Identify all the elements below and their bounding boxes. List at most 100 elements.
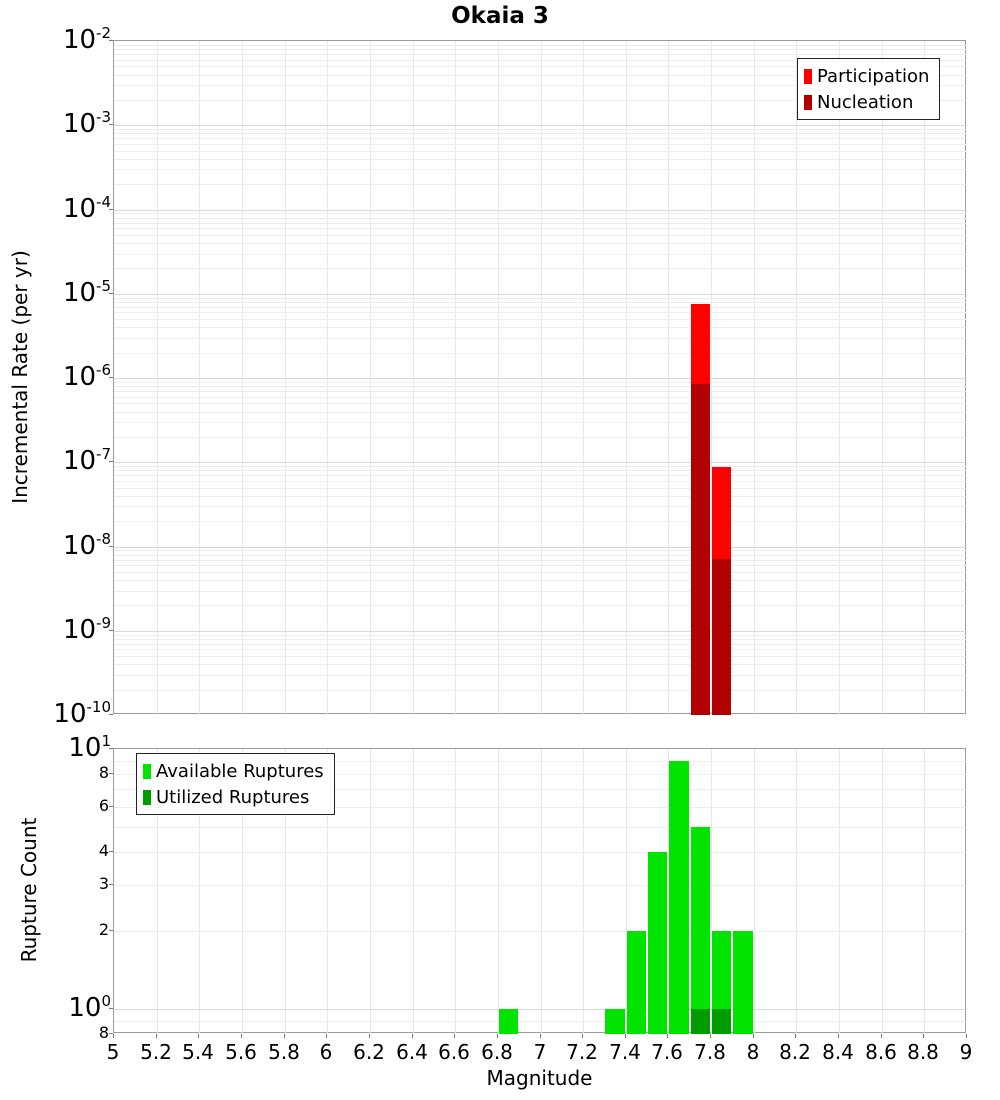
y-tick-label: 10-3	[62, 108, 111, 139]
gridline-decade	[114, 547, 967, 548]
x-tick-label: 6.2	[353, 1040, 385, 1064]
x-tick-mark	[710, 1034, 711, 1038]
gridline-minor	[114, 338, 967, 339]
gridline-decade	[114, 294, 967, 295]
y-tick-mark	[109, 1033, 113, 1034]
participation-swatch-icon	[804, 68, 812, 84]
gridline-decade	[114, 462, 967, 463]
gridline-minor	[114, 353, 967, 354]
gridline-minor	[114, 307, 967, 308]
y-tick-label: 10-8	[62, 530, 111, 561]
gridline-minor	[114, 169, 967, 170]
legend-label-participation: Participation	[817, 65, 930, 87]
y-tick-label: 10-4	[62, 193, 111, 224]
gridline-minor	[114, 129, 967, 130]
y-tick-label: 8	[98, 1023, 109, 1042]
x-tick-mark	[923, 1034, 924, 1038]
gridline-minor	[114, 1021, 967, 1022]
gridline-minor	[114, 591, 967, 592]
y-tick-mark	[109, 40, 113, 41]
gridline-minor	[114, 885, 967, 886]
gridline-minor	[114, 555, 967, 556]
x-tick-mark	[795, 1034, 796, 1038]
gridline-minor	[114, 45, 967, 46]
legend-label-utilized-ruptures: Utilized Ruptures	[156, 786, 310, 808]
x-tick-mark	[966, 1034, 967, 1038]
gridline-decade	[114, 378, 967, 379]
rate-plot-area	[113, 40, 967, 715]
x-tick-mark	[753, 1034, 754, 1038]
gridline-minor	[114, 550, 967, 551]
x-tick-mark	[284, 1034, 285, 1038]
gridline-vertical	[668, 749, 669, 1034]
gridline-minor	[114, 298, 967, 299]
gridline-vertical	[455, 749, 456, 1034]
gridline-vertical	[327, 749, 328, 1034]
gridline-vertical	[199, 749, 200, 1034]
gridline-minor	[114, 807, 967, 808]
x-tick-label: 7.4	[609, 1040, 641, 1064]
x-tick-mark	[881, 1034, 882, 1038]
gridline-minor	[114, 422, 967, 423]
gridline-vertical	[498, 749, 499, 1034]
x-tick-mark	[241, 1034, 242, 1038]
gridline-decade	[114, 125, 967, 126]
legend-item-nucleation: Nucleation	[804, 89, 929, 115]
x-tick-mark	[582, 1034, 583, 1038]
x-tick-label: 6.8	[481, 1040, 513, 1064]
x-tick-label: 9	[959, 1040, 973, 1064]
y-tick-label: 10-9	[62, 614, 111, 645]
y-tick-mark	[109, 714, 113, 715]
y-tick-label: 10-7	[62, 445, 111, 476]
y-tick-mark	[109, 293, 113, 294]
gridline-minor	[114, 470, 967, 471]
y-tick-mark	[109, 124, 113, 125]
gridline-vertical	[285, 749, 286, 1034]
gridline-vertical	[626, 749, 627, 1034]
gridline-minor	[114, 639, 967, 640]
gridline-minor	[114, 565, 967, 566]
y-tick-label: 8	[98, 763, 109, 782]
gridline-minor	[114, 690, 967, 691]
x-tick-label: 5.8	[268, 1040, 300, 1064]
gridline-minor	[114, 397, 967, 398]
legend-item-available-ruptures: Available Ruptures	[143, 758, 324, 784]
gridline-vertical	[924, 749, 925, 1034]
y-tick-label: 10-5	[62, 277, 111, 308]
rate-legend: Participation Nucleation	[797, 58, 941, 120]
y-tick-label: 10-10	[53, 698, 111, 729]
x-tick-mark	[412, 1034, 413, 1038]
x-tick-label: 7.6	[651, 1040, 683, 1064]
gridline-vertical	[242, 749, 243, 1034]
legend-item-utilized-ruptures: Utilized Ruptures	[143, 784, 324, 810]
x-tick-label: 5.2	[140, 1040, 172, 1064]
x-tick-label: 6	[319, 1040, 333, 1064]
gridline-minor	[114, 302, 967, 303]
gridline-minor	[114, 75, 967, 76]
gridline-minor	[114, 635, 967, 636]
y-tick-label: 100	[68, 992, 111, 1023]
gridline-minor	[114, 218, 967, 219]
x-tick-mark	[667, 1034, 668, 1038]
available-ruptures-bar	[627, 931, 646, 1034]
y-tick-label: 10-2	[62, 24, 111, 55]
gridline-minor	[114, 481, 967, 482]
y-tick-label: 3	[98, 874, 109, 893]
gridline-vertical	[711, 749, 712, 1034]
available-ruptures-bar	[669, 761, 689, 1034]
y-tick-mark	[109, 806, 113, 807]
x-tick-mark	[369, 1034, 370, 1038]
gridline-minor	[114, 312, 967, 313]
available-ruptures-bar	[691, 827, 710, 1034]
gridline-minor	[114, 151, 967, 152]
gridline-minor	[114, 228, 967, 229]
y-tick-mark	[109, 630, 113, 631]
gridline-vertical	[796, 749, 797, 1034]
gridline-minor	[114, 254, 967, 255]
gridline-minor	[114, 437, 967, 438]
gridline-minor	[114, 521, 967, 522]
gridline-vertical	[583, 749, 584, 1034]
gridline-minor	[114, 138, 967, 139]
nucleation-bar	[691, 384, 710, 715]
gridline-minor	[114, 466, 967, 467]
